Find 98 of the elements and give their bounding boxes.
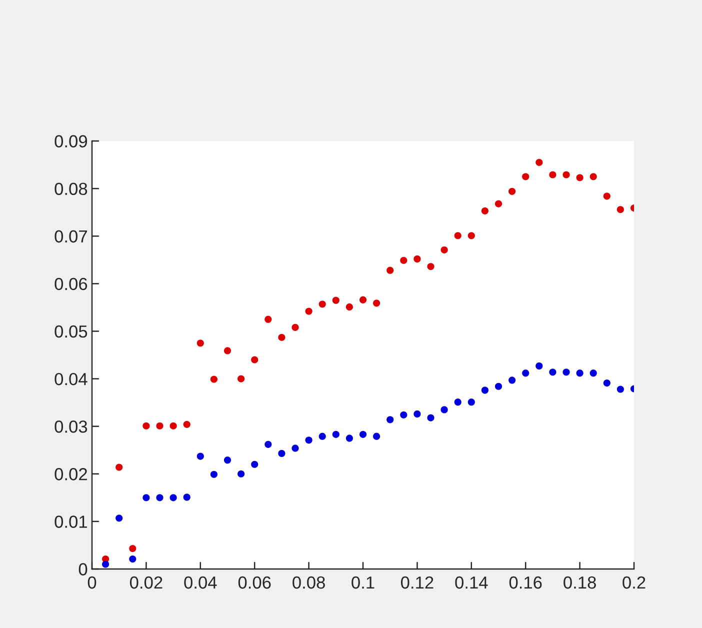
- point: [224, 347, 232, 354]
- point: [427, 414, 434, 422]
- point: [549, 368, 556, 376]
- point: [616, 386, 624, 393]
- point: [210, 376, 218, 383]
- point: [251, 356, 258, 364]
- point: [318, 432, 326, 440]
- point: [129, 555, 136, 563]
- y-tick-label: 0.07: [54, 230, 87, 243]
- y-tick-label: 0.04: [54, 372, 88, 386]
- point: [359, 430, 367, 438]
- point: [116, 464, 123, 471]
- point: [454, 232, 462, 240]
- point: [170, 494, 177, 502]
- point: [264, 440, 272, 448]
- point: [373, 432, 380, 440]
- point: [508, 188, 516, 195]
- x-tick-label: 0: [88, 576, 96, 589]
- point: [494, 200, 502, 208]
- y-tick-label: 0.05: [54, 325, 88, 338]
- point: [468, 398, 475, 406]
- point: [238, 470, 245, 478]
- x-tick-label: 0.1: [352, 576, 374, 589]
- point: [332, 430, 340, 438]
- x-tick-label: 0.08: [292, 576, 325, 589]
- point: [522, 173, 530, 180]
- point: [508, 376, 516, 384]
- point: [116, 514, 123, 522]
- point: [210, 470, 218, 478]
- x-tick-label: 0.16: [509, 576, 542, 589]
- point: [183, 494, 190, 501]
- point: [400, 256, 408, 264]
- point: [278, 450, 286, 457]
- point: [414, 255, 421, 262]
- y-tick-label: 0.03: [54, 420, 88, 433]
- y-tick-label: 0.01: [54, 516, 87, 528]
- point: [129, 545, 136, 552]
- x-tick-label: 0.04: [184, 576, 217, 589]
- point: [332, 296, 340, 304]
- y-tick-label: 0: [78, 563, 88, 576]
- point: [603, 192, 610, 200]
- point: [156, 422, 164, 430]
- point: [224, 456, 232, 464]
- point: [481, 207, 488, 214]
- point: [251, 460, 258, 468]
- point: [305, 308, 312, 315]
- point: [616, 206, 624, 214]
- point: [156, 494, 164, 502]
- point: [346, 434, 353, 442]
- point: [142, 494, 150, 502]
- x-tick-label: 0.06: [238, 576, 271, 589]
- point: [400, 411, 408, 418]
- point: [142, 422, 150, 430]
- point: [305, 436, 312, 444]
- point: [440, 406, 448, 414]
- point: [292, 324, 299, 331]
- point: [196, 452, 204, 460]
- point: [102, 560, 110, 568]
- point: [170, 422, 177, 430]
- x-tick-label: 0.2: [622, 576, 646, 589]
- point: [346, 303, 353, 311]
- point: [481, 386, 488, 394]
- point: [440, 246, 448, 254]
- y-tick-label: 0.06: [54, 278, 88, 290]
- x-tick-label: 0.02: [130, 576, 162, 589]
- point: [603, 380, 610, 387]
- point: [576, 174, 584, 182]
- point: [359, 296, 367, 304]
- point: [454, 398, 462, 406]
- point: [386, 266, 394, 274]
- x-tick-label: 0.12: [400, 576, 434, 589]
- y-tick-label: 0.02: [54, 468, 87, 480]
- y-tick-label: 0.09: [54, 135, 88, 148]
- point: [414, 410, 421, 418]
- point: [590, 370, 597, 377]
- point: [549, 171, 556, 178]
- point: [196, 340, 204, 347]
- point: [562, 171, 570, 178]
- point: [576, 370, 584, 377]
- point: [292, 444, 299, 452]
- x-tick-label: 0.18: [564, 576, 596, 589]
- point: [522, 370, 530, 377]
- point: [238, 375, 245, 382]
- point: [386, 416, 394, 424]
- point: [183, 420, 190, 428]
- y-tick-label: 0.08: [54, 182, 88, 196]
- point: [468, 232, 475, 240]
- point: [264, 316, 272, 323]
- point: [590, 173, 597, 180]
- point: [373, 300, 380, 307]
- point: [494, 382, 502, 390]
- point: [278, 334, 286, 341]
- point: [562, 368, 570, 376]
- x-tick-label: 0.14: [455, 576, 488, 589]
- point: [536, 158, 543, 166]
- point: [318, 300, 326, 308]
- point: [536, 362, 543, 370]
- point: [427, 263, 434, 270]
